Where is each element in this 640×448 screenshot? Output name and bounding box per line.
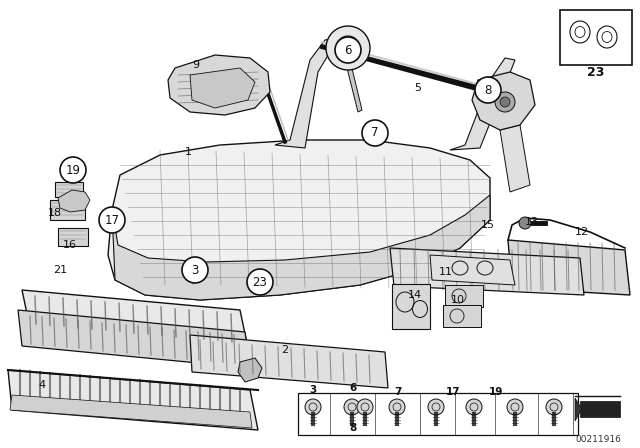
Circle shape: [182, 257, 208, 283]
Text: 11: 11: [439, 267, 453, 277]
Circle shape: [466, 399, 482, 415]
Text: 8: 8: [349, 423, 356, 433]
Text: 17: 17: [104, 214, 120, 227]
Polygon shape: [508, 240, 630, 295]
Circle shape: [357, 399, 373, 415]
Text: 21: 21: [53, 265, 67, 275]
Polygon shape: [575, 398, 582, 421]
Text: 6: 6: [344, 43, 352, 56]
Text: 16: 16: [63, 240, 77, 250]
Polygon shape: [500, 125, 530, 192]
Text: 12: 12: [575, 227, 589, 237]
Circle shape: [344, 399, 360, 415]
Circle shape: [507, 399, 523, 415]
Text: 23: 23: [253, 276, 268, 289]
Circle shape: [546, 399, 562, 415]
Polygon shape: [238, 358, 262, 382]
Circle shape: [326, 26, 370, 70]
Text: 19: 19: [65, 164, 81, 177]
Text: 3: 3: [309, 385, 317, 395]
Text: 00211916: 00211916: [575, 435, 621, 444]
Text: 8: 8: [484, 83, 492, 96]
Circle shape: [305, 399, 321, 415]
Text: 4: 4: [38, 380, 45, 390]
Polygon shape: [112, 195, 490, 300]
Text: 10: 10: [451, 295, 465, 305]
Circle shape: [475, 77, 501, 103]
Polygon shape: [190, 335, 388, 388]
Polygon shape: [430, 255, 515, 285]
Polygon shape: [472, 72, 535, 130]
Text: 14: 14: [408, 290, 422, 300]
Circle shape: [500, 97, 510, 107]
Circle shape: [99, 207, 125, 233]
FancyBboxPatch shape: [443, 305, 481, 327]
FancyBboxPatch shape: [392, 284, 430, 329]
Circle shape: [60, 157, 86, 183]
Circle shape: [247, 269, 273, 295]
Circle shape: [519, 217, 531, 229]
Text: 2: 2: [282, 345, 289, 355]
Text: 7: 7: [371, 126, 379, 139]
Circle shape: [335, 37, 361, 63]
Text: 1: 1: [184, 147, 191, 157]
Polygon shape: [10, 395, 252, 428]
Text: 7: 7: [394, 387, 402, 397]
Text: 13: 13: [525, 217, 539, 227]
Circle shape: [495, 92, 515, 112]
Polygon shape: [450, 58, 515, 150]
Polygon shape: [168, 55, 270, 115]
Polygon shape: [58, 190, 90, 212]
Text: 23: 23: [588, 65, 605, 78]
FancyBboxPatch shape: [58, 228, 88, 246]
Polygon shape: [18, 310, 250, 368]
Text: 18: 18: [48, 208, 62, 218]
Text: 19: 19: [489, 387, 503, 397]
Polygon shape: [108, 140, 490, 300]
FancyBboxPatch shape: [298, 393, 578, 435]
Circle shape: [336, 36, 360, 60]
FancyBboxPatch shape: [580, 401, 620, 417]
Circle shape: [343, 43, 353, 53]
Polygon shape: [275, 38, 335, 148]
FancyBboxPatch shape: [50, 200, 85, 220]
Text: 5: 5: [415, 83, 422, 93]
Circle shape: [428, 399, 444, 415]
Text: 9: 9: [193, 60, 200, 70]
Polygon shape: [345, 60, 362, 112]
Polygon shape: [22, 290, 248, 348]
FancyBboxPatch shape: [560, 10, 632, 65]
Polygon shape: [8, 370, 258, 430]
Text: 3: 3: [191, 263, 198, 276]
Circle shape: [362, 120, 388, 146]
FancyBboxPatch shape: [55, 182, 83, 197]
Text: 15: 15: [481, 220, 495, 230]
Polygon shape: [190, 68, 255, 108]
Circle shape: [389, 399, 405, 415]
FancyBboxPatch shape: [445, 285, 483, 307]
Polygon shape: [390, 248, 584, 295]
Text: 6: 6: [349, 383, 356, 393]
Text: 17: 17: [445, 387, 460, 397]
